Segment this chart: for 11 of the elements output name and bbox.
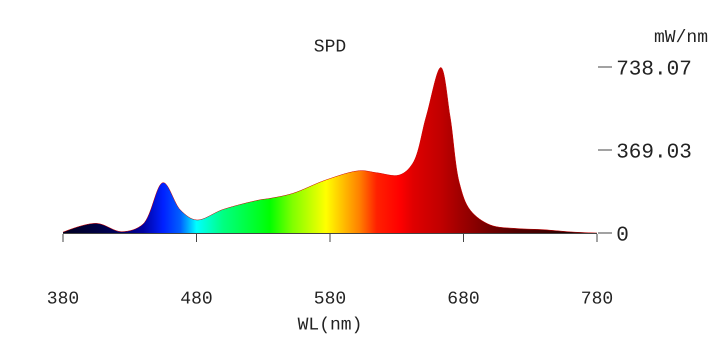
x-axis-title: WL(nm)	[298, 316, 362, 336]
y-tick-label: 369.03	[616, 141, 692, 164]
x-tick-label: 480	[180, 290, 213, 310]
x-tick-label: 780	[580, 290, 614, 310]
y-tick-label: 0	[616, 224, 629, 248]
y-axis-title: mW/nm	[654, 28, 708, 48]
x-tick-label: 680	[447, 290, 480, 310]
y-tick-label: 738.07	[616, 58, 692, 82]
x-tick-label: 580	[314, 290, 346, 310]
x-tick-label: 380	[46, 290, 80, 310]
chart-title: SPD	[314, 37, 346, 58]
